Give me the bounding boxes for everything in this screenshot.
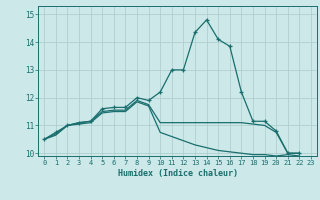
X-axis label: Humidex (Indice chaleur): Humidex (Indice chaleur) — [118, 169, 238, 178]
